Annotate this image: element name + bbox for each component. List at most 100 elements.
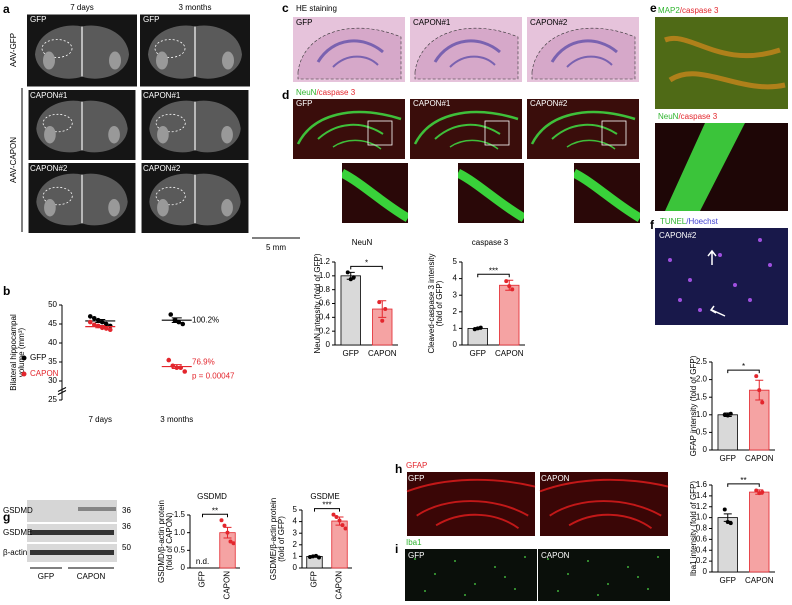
data-point <box>728 521 733 526</box>
y-axis-label: GFAP intensity (fold of GFP) <box>689 355 698 456</box>
legend-marker <box>21 355 27 361</box>
significance-bracket <box>202 513 228 518</box>
y-tick-label: 1.5 <box>174 510 186 519</box>
panel-letter: g <box>3 510 10 524</box>
panel-title: GFAP <box>406 461 427 470</box>
data-point <box>345 270 350 275</box>
y-tick-label: 1.0 <box>174 528 186 537</box>
marker-label: 36 <box>122 522 131 531</box>
bar <box>717 414 738 451</box>
x-tick-label: GFP <box>198 571 207 587</box>
image-label: GFP <box>143 15 159 24</box>
y-tick-label: 0 <box>293 563 298 572</box>
image-label: GFP <box>296 18 312 27</box>
scale-label: 5 mm <box>266 243 286 252</box>
image-label: CAPON#2 <box>659 231 697 240</box>
chart-title: NeuN <box>352 238 373 247</box>
chart-title: caspase 3 <box>472 238 509 247</box>
y-tick-label: 1.0 <box>696 513 708 522</box>
data-point <box>308 554 312 559</box>
image-label: CAPON#1 <box>413 99 451 108</box>
y-axis-label: GSDME/β-actin protein <box>269 498 278 580</box>
marker-label: 50 <box>122 543 131 552</box>
y-tick-label: 0.8 <box>319 285 331 294</box>
x-tick-label: CAPON <box>335 571 344 600</box>
title-part: /caspase 3 <box>680 6 719 15</box>
lane-label: GFP <box>38 572 54 581</box>
data-point <box>760 400 765 405</box>
x-tick-label: GFP <box>720 454 736 463</box>
x-tick-label: CAPON <box>745 454 774 463</box>
significance-label: * <box>742 362 745 371</box>
data-point <box>754 374 759 379</box>
data-point <box>725 413 730 418</box>
panel-letter: e <box>650 1 657 15</box>
data-point <box>507 284 512 289</box>
data-point <box>107 327 113 333</box>
y-tick-label: 35 <box>48 357 57 366</box>
panel-title: NeuN/caspase 3 <box>296 88 356 97</box>
bar <box>749 491 770 573</box>
image-label: GFP <box>30 15 46 24</box>
title-part: /caspase 3 <box>678 112 717 121</box>
error-bar <box>171 317 182 323</box>
data-point <box>351 275 356 280</box>
y-tick-label: 0.6 <box>319 299 331 308</box>
y-tick-label: 1.2 <box>319 257 331 266</box>
panel-title: HE staining <box>296 4 337 13</box>
error-bar <box>171 364 182 369</box>
data-point <box>757 491 762 496</box>
data-point <box>722 507 727 512</box>
data-point <box>222 523 227 528</box>
image-label: GFP <box>408 551 424 560</box>
image-label: CAPON <box>541 551 570 560</box>
value-label: n.d. <box>196 557 209 566</box>
data-point <box>228 539 233 544</box>
annotation: 100.2% <box>192 315 219 324</box>
iba1-images <box>405 549 670 601</box>
x-tick-label: CAPON <box>495 349 524 358</box>
image-texture <box>665 123 745 211</box>
panel-letter: c <box>282 1 289 15</box>
y-tick-label: 0.5 <box>174 545 186 554</box>
image-label: CAPON#1 <box>30 91 68 100</box>
y-tick-label: 2 <box>453 307 458 316</box>
data-point <box>728 411 733 416</box>
data-point <box>87 314 93 319</box>
title-part: /caspase 3 <box>316 88 355 97</box>
tunel-image <box>655 228 788 325</box>
y-axis-label: volume (mm³) <box>17 328 26 378</box>
y-tick-label: 0.4 <box>319 312 331 321</box>
image-label: CAPON#2 <box>143 164 181 173</box>
y-tick-label: 0.4 <box>696 545 708 554</box>
y-tick-label: 0 <box>703 567 708 576</box>
band-label: GSDMD <box>3 506 33 515</box>
y-tick-label: 1.5 <box>696 392 708 401</box>
band-label: GSDME <box>3 528 32 537</box>
x-tick-label: CAPON <box>223 571 232 600</box>
y-axis-label: Bilateral hippocampal <box>9 314 18 391</box>
data-point <box>510 287 515 292</box>
chart-title: GSDMD <box>197 492 227 501</box>
group-label: AAV-CAPON <box>9 137 18 183</box>
x-tick-label: CAPON <box>745 576 774 585</box>
data-point <box>504 279 509 284</box>
panel-letter: f <box>650 218 655 232</box>
data-point <box>340 523 345 528</box>
y-tick-label: 1.6 <box>696 480 708 489</box>
error-bar <box>95 325 106 329</box>
significance-label: * <box>365 258 368 267</box>
panel-title: MAP2/caspase 3 <box>658 6 719 15</box>
data-point <box>760 490 765 495</box>
image-label: CAPON <box>541 474 570 483</box>
significance-label: *** <box>489 266 498 275</box>
bar <box>467 327 488 346</box>
x-tick-label: GFP <box>470 349 486 358</box>
y-axis-label: (fold of CAPON) <box>165 512 174 570</box>
y-tick-label: 2.0 <box>696 375 708 384</box>
y-tick-label: 0.2 <box>319 326 331 335</box>
panel-title: NeuN/caspase 3 <box>658 112 718 121</box>
data-point <box>337 518 342 523</box>
data-point <box>317 555 321 560</box>
